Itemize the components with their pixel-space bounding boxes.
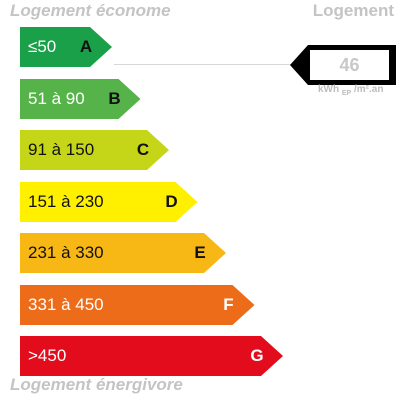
indicator-arrow-shape (290, 45, 396, 85)
caption-economical: Logement économe (10, 1, 171, 20)
consumption-unit: kWh EP /m².an (318, 84, 384, 97)
band-g: >450 G (20, 336, 283, 376)
band-e-arrow-shape (20, 233, 226, 273)
band-g-arrow-shape (20, 336, 283, 376)
unit-sub: EP (341, 90, 352, 97)
band-e-letter: E (194, 243, 206, 262)
band-e: 231 à 330 E (20, 233, 226, 273)
band-e-range: 231 à 330 (28, 243, 104, 262)
band-c-arrow-shape (20, 130, 169, 170)
band-a: ≤50 A (20, 27, 112, 67)
band-b-letter: B (108, 88, 121, 108)
band-f-letter: F (223, 294, 234, 314)
band-c: 91 à 150 C (20, 130, 169, 170)
band-c-range: 91 à 150 (28, 140, 95, 159)
band-d: 151 à 230 D (20, 181, 198, 222)
band-b-range: 51 à 90 (28, 88, 85, 108)
caption-dwelling: Logement (312, 1, 394, 20)
band-g-range: >450 (28, 346, 67, 365)
band-g-letter: G (250, 346, 264, 365)
unit-rest: /m².an (354, 84, 384, 95)
band-a-arrow-shape (20, 27, 112, 67)
unit-main: kWh (318, 84, 340, 95)
band-f-arrow-shape (20, 284, 255, 325)
consumption-value: 46 (339, 55, 360, 75)
band-b: 51 à 90 B (20, 78, 141, 119)
caption-energy-intensive: Logement énergivore (10, 375, 183, 394)
indicator-leader-line (114, 64, 292, 65)
band-c-letter: C (136, 140, 150, 159)
band-f: 331 à 450 F (20, 284, 255, 325)
band-d-arrow-shape (20, 181, 198, 222)
band-a-letter: A (79, 37, 93, 56)
band-b-arrow-shape (20, 78, 141, 119)
band-d-letter: D (165, 191, 178, 211)
consumption-indicator: 46 (290, 45, 396, 85)
band-a-range: ≤50 (28, 37, 57, 56)
band-f-range: 331 à 450 (28, 294, 104, 314)
band-d-range: 151 à 230 (28, 191, 104, 211)
